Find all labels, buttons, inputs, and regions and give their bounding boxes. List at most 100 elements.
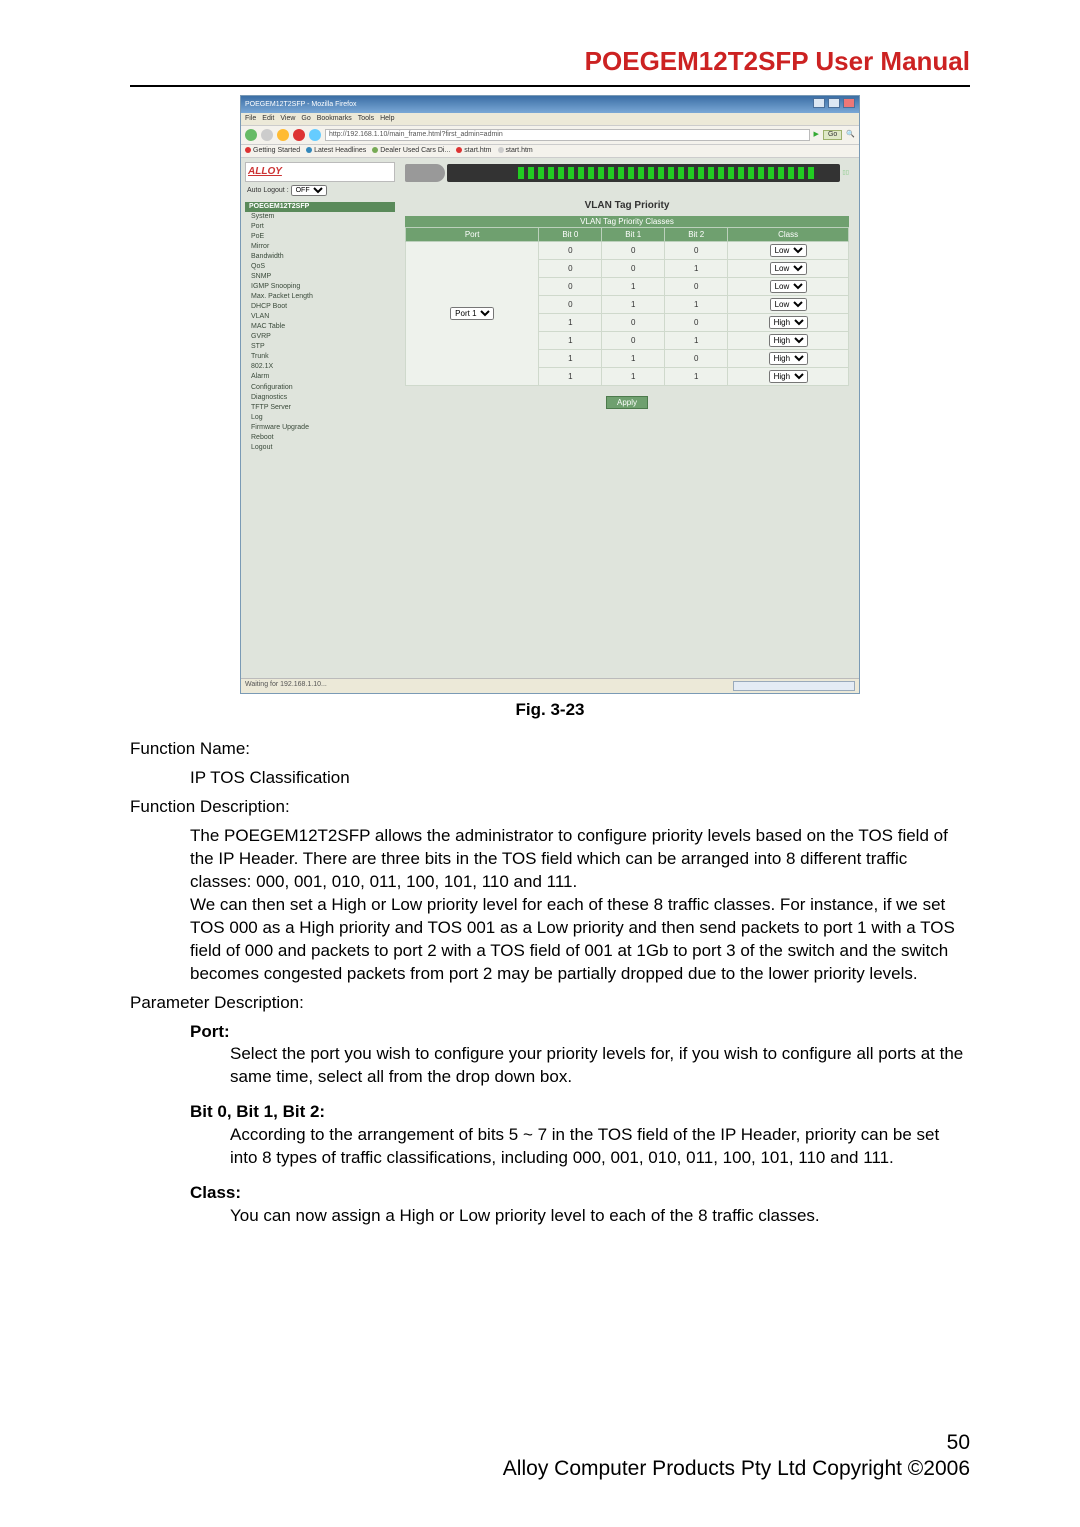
status-bar: Waiting for 192.168.1.10...: [241, 678, 859, 693]
nav-item-poe[interactable]: PoE: [245, 232, 395, 242]
class-select[interactable]: High: [769, 334, 808, 347]
reload-icon[interactable]: [277, 129, 289, 141]
nav-item-trunk[interactable]: Trunk: [245, 352, 395, 362]
nav-item-tftp-server[interactable]: TFTP Server: [245, 403, 395, 413]
panel-subtitle: VLAN Tag Priority Classes: [405, 216, 849, 227]
menu-file[interactable]: File: [245, 115, 256, 122]
forward-icon[interactable]: [261, 129, 273, 141]
footer: 50 Alloy Computer Products Pty Ltd Copyr…: [130, 1431, 970, 1481]
menu-view[interactable]: View: [280, 115, 295, 122]
function-name-label: Function Name:: [130, 738, 970, 761]
cell-class: Low: [728, 278, 849, 296]
manual-title: POEGEM12T2SFP User Manual: [130, 46, 970, 77]
port-leds-icon: ▯▯: [842, 170, 849, 177]
figure-screenshot: POEGEM12T2SFP - Mozilla Firefox File Edit…: [240, 95, 860, 694]
port-select[interactable]: Port 1: [450, 307, 494, 320]
class-select[interactable]: Low: [770, 280, 807, 293]
cell-bit: 0: [602, 260, 665, 278]
menu-edit[interactable]: Edit: [262, 115, 274, 122]
cell-bit: 0: [602, 332, 665, 350]
apply-button[interactable]: Apply: [606, 396, 648, 409]
class-select[interactable]: High: [769, 370, 808, 383]
auto-logout-select[interactable]: OFF: [291, 185, 327, 196]
nav-item-vlan[interactable]: VLAN: [245, 312, 395, 322]
bookmark-item[interactable]: start.htm: [456, 147, 491, 154]
cell-bit: 0: [665, 314, 728, 332]
function-name-value: IP TOS Classification: [190, 767, 970, 790]
nav-item-system[interactable]: System: [245, 212, 395, 222]
class-select[interactable]: Low: [770, 262, 807, 275]
class-select[interactable]: Low: [770, 298, 807, 311]
minimize-icon[interactable]: [813, 98, 825, 108]
logo: ALLOY: [245, 162, 395, 182]
nav-item-qos[interactable]: QoS: [245, 262, 395, 272]
search-icon[interactable]: 🔍: [846, 131, 855, 139]
page-number: 50: [130, 1431, 970, 1455]
address-bar[interactable]: http://192.168.1.10/main_frame.html?firs…: [325, 129, 810, 141]
cell-bit: 1: [602, 350, 665, 368]
column-header: Port: [406, 227, 539, 241]
status-text: Waiting for 192.168.1.10...: [245, 681, 327, 691]
nav-item-alarm[interactable]: Alarm: [245, 372, 395, 382]
stop-icon[interactable]: [293, 129, 305, 141]
menu-help[interactable]: Help: [380, 115, 394, 122]
nav-item-802-1x[interactable]: 802.1X: [245, 362, 395, 372]
column-header: Bit 0: [539, 227, 602, 241]
cell-bit: 0: [602, 314, 665, 332]
class-select[interactable]: Low: [770, 244, 807, 257]
param-class-text: You can now assign a High or Low priorit…: [230, 1205, 970, 1228]
bookmark-icon: [498, 147, 504, 153]
auto-logout: Auto Logout : OFF: [247, 185, 395, 196]
nav-item-reboot[interactable]: Reboot: [245, 433, 395, 443]
panel-title: VLAN Tag Priority: [405, 200, 849, 212]
bookmark-item[interactable]: Getting Started: [245, 147, 300, 154]
cell-class: Low: [728, 260, 849, 278]
main-pane: ▯▯ VLAN Tag Priority VLAN Tag Priority C…: [395, 158, 859, 678]
column-header: Bit 1: [602, 227, 665, 241]
cell-bit: 1: [539, 350, 602, 368]
function-description-text: The POEGEM12T2SFP allows the administrat…: [190, 825, 970, 986]
nav-item-log[interactable]: Log: [245, 413, 395, 423]
go-button[interactable]: ▶: [814, 131, 819, 139]
menu-go[interactable]: Go: [301, 115, 310, 122]
nav-item-snmp[interactable]: SNMP: [245, 272, 395, 282]
class-select[interactable]: High: [769, 352, 808, 365]
nav-item-diagnostics[interactable]: Diagnostics: [245, 393, 395, 403]
class-select[interactable]: High: [769, 316, 808, 329]
nav-item-port[interactable]: Port: [245, 222, 395, 232]
cell-class: High: [728, 368, 849, 386]
bookmark-item[interactable]: Latest Headlines: [306, 147, 366, 154]
nav-item-mac-table[interactable]: MAC Table: [245, 322, 395, 332]
bookmark-item[interactable]: Dealer Used Cars Di...: [372, 147, 450, 154]
bookmark-item[interactable]: start.htm: [498, 147, 533, 154]
maximize-icon[interactable]: [828, 98, 840, 108]
nav-item-mirror[interactable]: Mirror: [245, 242, 395, 252]
nav-item-configuration[interactable]: Configuration: [245, 383, 395, 393]
nav-item-bandwidth[interactable]: Bandwidth: [245, 252, 395, 262]
window-titlebar: POEGEM12T2SFP - Mozilla Firefox: [241, 96, 859, 113]
menu-tools[interactable]: Tools: [358, 115, 374, 122]
cell-bit: 1: [665, 260, 728, 278]
nav-item-gvrp[interactable]: GVRP: [245, 332, 395, 342]
cell-bit: 0: [602, 242, 665, 260]
vlan-table: PortBit 0Bit 1Bit 2Class Port 1000Low001…: [405, 227, 849, 386]
parameter-description-label: Parameter Description:: [130, 992, 970, 1015]
nav-item-max-packet-length[interactable]: Max. Packet Length: [245, 292, 395, 302]
nav-item-logout[interactable]: Logout: [245, 443, 395, 453]
auto-logout-label: Auto Logout :: [247, 187, 291, 194]
home-icon[interactable]: [309, 129, 321, 141]
menu-bookmarks[interactable]: Bookmarks: [317, 115, 352, 122]
toolbar: http://192.168.1.10/main_frame.html?firs…: [241, 125, 859, 145]
nav-item-firmware-upgrade[interactable]: Firmware Upgrade: [245, 423, 395, 433]
nav-item-dhcp-boot[interactable]: DHCP Boot: [245, 302, 395, 312]
cell-class: Low: [728, 242, 849, 260]
param-port-text: Select the port you wish to configure yo…: [230, 1043, 970, 1089]
cell-bit: 1: [665, 368, 728, 386]
close-icon[interactable]: [843, 98, 855, 108]
go-label[interactable]: Go: [823, 130, 842, 140]
nav-item-igmp-snooping[interactable]: IGMP Snooping: [245, 282, 395, 292]
nav-item-stp[interactable]: STP: [245, 342, 395, 352]
cell-class: High: [728, 314, 849, 332]
back-icon[interactable]: [245, 129, 257, 141]
cell-bit: 1: [539, 368, 602, 386]
